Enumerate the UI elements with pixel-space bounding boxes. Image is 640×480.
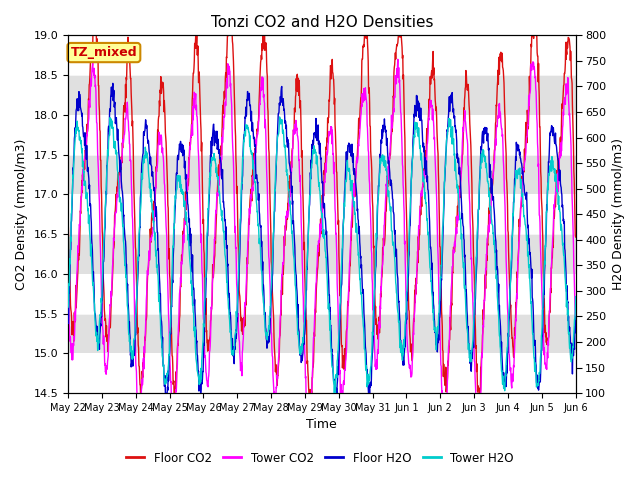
Y-axis label: H2O Density (mmol/m3): H2O Density (mmol/m3): [612, 138, 625, 290]
Bar: [68, 75, 575, 115]
X-axis label: Time: Time: [307, 419, 337, 432]
Title: Tonzi CO2 and H2O Densities: Tonzi CO2 and H2O Densities: [211, 15, 433, 30]
Bar: [68, 155, 575, 194]
Text: TZ_mixed: TZ_mixed: [70, 46, 137, 59]
Bar: [68, 234, 575, 274]
Y-axis label: CO2 Density (mmol/m3): CO2 Density (mmol/m3): [15, 139, 28, 290]
Bar: [68, 313, 575, 353]
Legend: Floor CO2, Tower CO2, Floor H2O, Tower H2O: Floor CO2, Tower CO2, Floor H2O, Tower H…: [122, 447, 518, 469]
